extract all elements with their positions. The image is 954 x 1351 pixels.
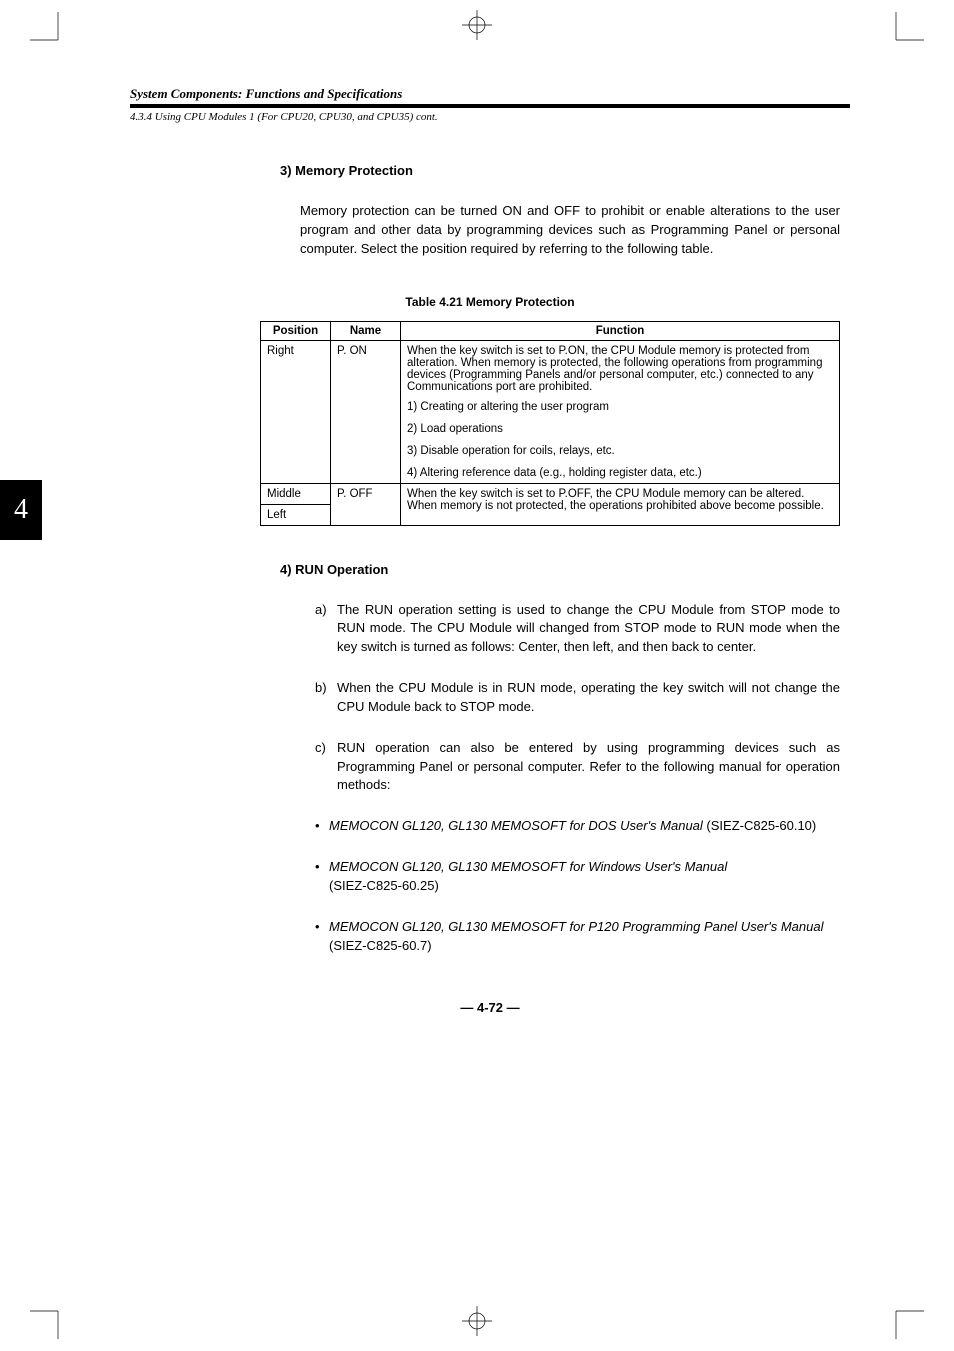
table-cell: P. OFF [331, 483, 401, 525]
registration-mark-bottom [462, 1306, 492, 1341]
function-item: 3) Disable operation for coils, relays, … [407, 445, 833, 457]
manual-ref: (SIEZ-C825-60.25) [329, 878, 439, 893]
function-list: 1) Creating or altering the user program… [407, 401, 833, 479]
table-cell: P. ON [331, 340, 401, 483]
item-label: c) [315, 739, 337, 796]
page-content: System Components: Functions and Specifi… [130, 86, 850, 1015]
item-label: a) [315, 601, 337, 658]
manual-ref: (SIEZ-C825-60.7) [329, 938, 432, 953]
crop-mark-bottom-left [30, 1303, 66, 1339]
item-text: The RUN operation setting is used to cha… [337, 601, 840, 658]
bullet-item: • MEMOCON GL120, GL130 MEMOSOFT for DOS … [315, 817, 840, 836]
table-cell: When the key switch is set to P.OFF, the… [401, 483, 840, 525]
function-item: 4) Altering reference data (e.g., holdin… [407, 467, 833, 479]
crop-mark-bottom-right [888, 1303, 924, 1339]
table-cell: Middle [261, 483, 331, 504]
list-item: b) When the CPU Module is in RUN mode, o… [315, 679, 840, 717]
registration-mark-top [462, 10, 492, 45]
table-header: Position [261, 321, 331, 340]
bullet-text: MEMOCON GL120, GL130 MEMOSOFT for P120 P… [329, 918, 840, 956]
bullet-text: MEMOCON GL120, GL130 MEMOSOFT for DOS Us… [329, 817, 840, 836]
crop-mark-top-right [888, 12, 924, 48]
table-cell: When the key switch is set to P.ON, the … [401, 340, 840, 483]
section-3-paragraph: Memory protection can be turned ON and O… [300, 202, 840, 259]
table-header: Function [401, 321, 840, 340]
item-text: When the CPU Module is in RUN mode, oper… [337, 679, 840, 717]
list-item: c) RUN operation can also be entered by … [315, 739, 840, 796]
page-number: — 4-72 — [130, 1000, 850, 1015]
manual-title: MEMOCON GL120, GL130 MEMOSOFT for DOS Us… [329, 818, 703, 833]
running-head: System Components: Functions and Specifi… [130, 86, 850, 102]
function-item: 1) Creating or altering the user program [407, 401, 833, 413]
table-cell: Right [261, 340, 331, 483]
table-caption: Table 4.21 Memory Protection [130, 295, 850, 309]
crop-mark-top-left [30, 12, 66, 48]
chapter-tab: 4 [0, 480, 42, 540]
list-item: a) The RUN operation setting is used to … [315, 601, 840, 658]
item-label: b) [315, 679, 337, 717]
bullet-item: • MEMOCON GL120, GL130 MEMOSOFT for P120… [315, 918, 840, 956]
table-header-row: Position Name Function [261, 321, 840, 340]
header-rule [130, 104, 850, 108]
manual-title: MEMOCON GL120, GL130 MEMOSOFT for Window… [329, 859, 727, 874]
table-row: Right P. ON When the key switch is set t… [261, 340, 840, 483]
section-breadcrumb: 4.3.4 Using CPU Modules 1 (For CPU20, CP… [130, 111, 850, 123]
bullet-text: MEMOCON GL120, GL130 MEMOSOFT for Window… [329, 858, 840, 896]
function-item: 2) Load operations [407, 423, 833, 435]
section-3-heading: 3) Memory Protection [280, 163, 850, 178]
table-cell: Left [261, 504, 331, 525]
bullet-item: • MEMOCON GL120, GL130 MEMOSOFT for Wind… [315, 858, 840, 896]
table-row: Middle P. OFF When the key switch is set… [261, 483, 840, 504]
section-4-heading: 4) RUN Operation [280, 562, 850, 577]
function-intro: When the key switch is set to P.ON, the … [407, 345, 822, 393]
manual-ref: (SIEZ-C825-60.10) [703, 818, 816, 833]
bullet-icon: • [315, 918, 329, 956]
table-header: Name [331, 321, 401, 340]
manual-title: MEMOCON GL120, GL130 MEMOSOFT for P120 P… [329, 919, 824, 934]
bullet-icon: • [315, 817, 329, 836]
bullet-icon: • [315, 858, 329, 896]
memory-protection-table: Position Name Function Right P. ON When … [260, 321, 840, 526]
item-text: RUN operation can also be entered by usi… [337, 739, 840, 796]
